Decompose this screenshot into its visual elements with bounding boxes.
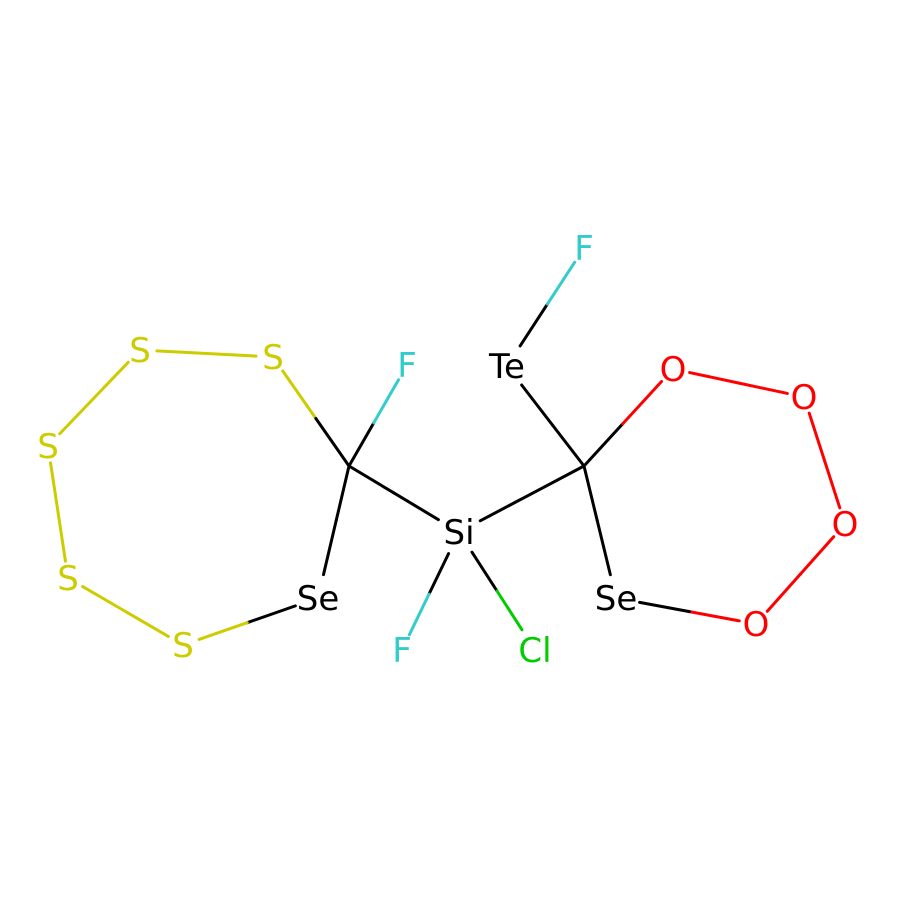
bond-c2-te1-half-2 [520,383,555,428]
bond-c1-si1-half-2 [392,491,440,522]
atom-label-s2: S [262,338,284,378]
bond-o4-se2-half-2 [638,600,691,614]
atom-label-se2: Se [595,579,638,619]
atom-label-f3: F [574,229,594,269]
bond-o2-o3-half-2 [823,459,842,510]
bond-te1-f3-half-1 [518,302,549,348]
bond-c2-o1-half-1 [582,422,625,468]
bond-s1-s2-half-2 [205,352,258,358]
atom-label-o2: O [791,378,818,418]
bond-c1-f1-half-1 [347,421,376,468]
bond-c2-te1-half-1 [551,424,586,468]
bond-c1-f1-half-2 [372,378,401,425]
bond-si1-cl1-half-1 [470,550,499,593]
atom-label-s1: S [129,331,151,371]
atom-label-o4: O [743,605,770,645]
bond-s2-c1-half-1 [281,369,318,420]
bond-s2-c1-half-2 [314,416,351,468]
bond-s3-s1-half-1 [58,396,96,436]
bond-s4-s3-half-2 [49,461,60,514]
bond-s3-s1-half-2 [92,360,130,400]
bond-se1-s5-half-1 [245,604,297,625]
atom-label-o1: O [660,350,687,390]
bond-c1-si1-half-1 [347,464,396,495]
bond-se1-s5-half-2 [197,621,249,641]
atom-label-cl1: Cl [518,631,551,671]
atom-label-te1: Te [488,347,525,387]
atom-label-f1: F [397,346,417,386]
bond-s4-s3-half-1 [56,510,67,563]
atom-layer: S S S S S Se F Si F Cl Te F O O O O Se [37,229,858,671]
bond-o4-se2-half-1 [687,610,741,623]
atom-label-s4: S [57,559,79,599]
atom-label-o3: O [832,505,859,545]
bond-s5-s4-half-2 [81,585,127,613]
bond-o3-o4-half-2 [765,572,802,613]
atom-label-se1: Se [297,579,340,619]
bond-se2-c2-half-1 [595,518,612,577]
bond-s1-s2-half-1 [155,349,208,355]
bond-si1-cl1-half-2 [495,589,524,632]
bond-o1-o2-half-1 [688,371,740,385]
bond-si1-f2-half-2 [407,592,431,637]
bond-si1-c2-half-2 [530,464,586,495]
bond-si1-c2-half-1 [478,491,534,523]
atom-label-s3: S [37,427,59,467]
bond-si1-f2-half-1 [427,552,451,596]
atom-label-si1: Si [443,513,474,553]
bond-s5-s4-half-1 [124,610,170,638]
bond-c2-o1-half-2 [621,380,664,426]
bond-o3-o4-half-1 [799,535,836,576]
bond-o2-o3-half-1 [807,411,826,462]
bond-se2-c2-half-2 [582,464,599,522]
atom-label-s5: S [172,626,194,666]
bond-te1-f3-half-2 [545,260,577,306]
bond-c1-se1-half-1 [334,464,351,522]
bond-o1-o2-half-2 [737,381,789,395]
bond-layer [49,260,842,641]
atom-label-f2: F [392,631,412,671]
bond-c1-se1-half-2 [321,518,338,577]
